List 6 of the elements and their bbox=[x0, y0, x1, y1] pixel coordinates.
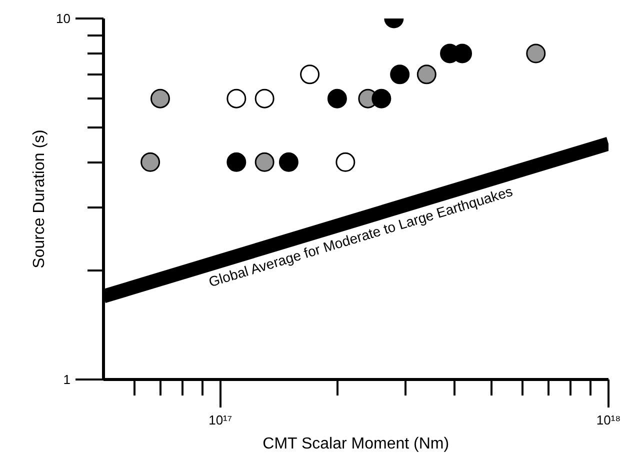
x-axis-title: CMT Scalar Moment (Nm) bbox=[262, 436, 450, 452]
x-tick-label: 10¹⁷ bbox=[208, 412, 232, 428]
x-tick-label: 10¹⁸ bbox=[596, 412, 621, 428]
y-axis-title: Source Duration (s) bbox=[31, 130, 48, 268]
y-tick-label: 1 bbox=[63, 372, 71, 387]
y-tick-label: 10 bbox=[56, 11, 71, 26]
